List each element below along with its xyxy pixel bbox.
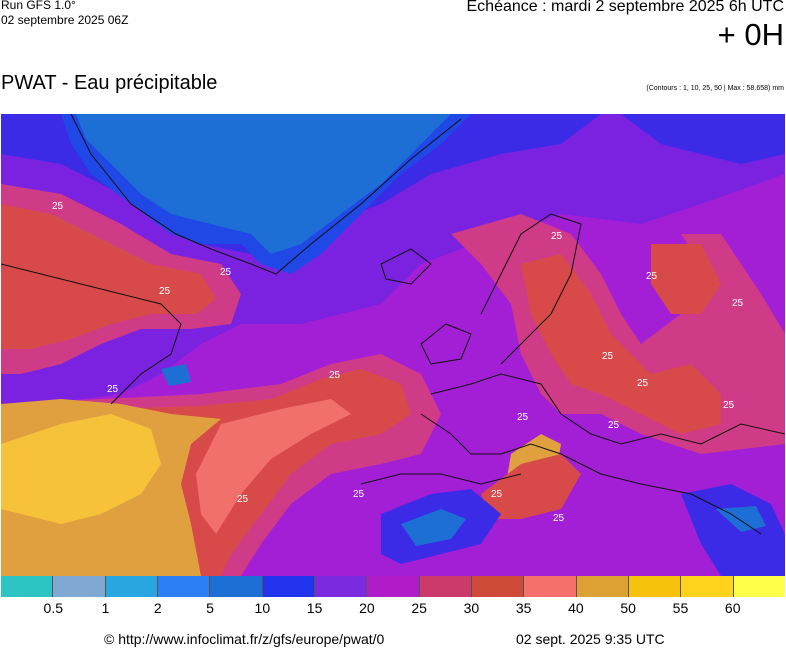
- contours-note: (Contours : 1, 10, 25, 50 | Max : 58.658…: [646, 85, 784, 92]
- contour-label: 25: [732, 298, 744, 309]
- legend-swatch: [262, 576, 315, 597]
- pwat-map-canvas: 25 25 25 25 25 25 25 25 25 25 25 25 25 2…: [1, 114, 785, 576]
- legend-tick-label: 20: [359, 600, 375, 616]
- legend-swatch: [210, 576, 263, 597]
- legend-tick-label: 25: [411, 600, 427, 616]
- contour-label: 25: [517, 412, 529, 423]
- contour-label: 25: [553, 513, 565, 524]
- source-url: © http://www.infoclimat.fr/z/gfs/europe/…: [104, 631, 385, 647]
- contour-label: 25: [353, 489, 365, 500]
- product-title: PWAT - Eau précipitable: [1, 72, 218, 94]
- field-30-35-russia: [651, 244, 721, 314]
- contour-label: 25: [602, 351, 614, 362]
- legend-swatch: [105, 576, 158, 597]
- legend-swatch: [1, 576, 54, 597]
- field-30-35-europe: [521, 254, 721, 434]
- contour-labels: 25 25 25 25 25 25 25 25 25 25 25 25 25 2…: [52, 201, 744, 524]
- legend-tick-label: 0.5: [43, 600, 63, 616]
- legend-tick-label: 55: [672, 600, 689, 616]
- legend-tick-label: 1: [101, 600, 110, 616]
- contour-label: 25: [159, 286, 171, 297]
- legend-tick-label: 60: [724, 600, 741, 616]
- contour-label: 25: [491, 489, 503, 500]
- legend-swatch: [53, 576, 106, 597]
- run-title: Run GFS 1.0°: [1, 0, 76, 12]
- legend-tick-label: 10: [254, 600, 271, 616]
- contour-label: 25: [237, 494, 249, 505]
- legend-swatch: [681, 576, 734, 597]
- legend-tick-label: 5: [206, 600, 214, 616]
- field-50-55: [1, 414, 161, 524]
- contour-label: 25: [637, 378, 649, 389]
- legend-labels: 0.5 1 2 5 10 15 20 25 30 35 40 50 55 60: [1, 600, 785, 618]
- legend-tick-label: 30: [463, 600, 480, 616]
- forecast-offset: + 0H: [717, 17, 784, 52]
- contour-label: 25: [107, 384, 119, 395]
- legend-swatch: [628, 576, 682, 597]
- field-30-35-westband: [1, 204, 216, 349]
- legend-swatch: [419, 576, 472, 597]
- field-35-40-subtropics: [196, 399, 351, 534]
- pwat-map: 25 25 25 25 25 25 25 25 25 25 25 25 25 2…: [1, 114, 785, 576]
- contour-label: 25: [220, 267, 232, 278]
- legend-tick-label: 40: [568, 600, 584, 616]
- forecast-valid-time: Echéance : mardi 2 septembre 2025 6h UTC: [466, 0, 785, 15]
- contour-label: 25: [608, 420, 620, 431]
- legend-swatch: [367, 576, 420, 597]
- legend-swatch: [576, 576, 629, 597]
- field-lt5-atlantic: [161, 364, 191, 386]
- legend-swatch: [157, 576, 211, 597]
- legend-tick-label: 2: [153, 600, 162, 616]
- field-30-35-med: [481, 454, 581, 519]
- coastlines: [1, 114, 785, 535]
- legend-swatch: [471, 576, 525, 597]
- legend-swatch: [314, 576, 368, 597]
- legend-tick-label: 35: [515, 600, 532, 616]
- color-legend: [1, 576, 785, 597]
- contour-label: 25: [723, 400, 735, 411]
- generated-timestamp: 02 sept. 2025 9:35 UTC: [516, 631, 665, 647]
- legend-tick-label: 50: [620, 600, 636, 616]
- field-lt5-sahara: [401, 509, 466, 546]
- field-10-15-egypt: [681, 484, 785, 576]
- contour-label: 25: [551, 231, 563, 242]
- contour-label: 25: [329, 370, 341, 381]
- legend-tick-label: 15: [306, 600, 323, 616]
- field-lt5-core: [76, 114, 451, 254]
- contour-label: 25: [52, 201, 64, 212]
- legend-swatch: [524, 576, 577, 597]
- run-date: 02 septembre 2025 06Z: [1, 13, 129, 27]
- legend-swatch: [733, 576, 785, 597]
- contour-label: 25: [646, 271, 658, 282]
- field-10-15-east: [621, 114, 785, 164]
